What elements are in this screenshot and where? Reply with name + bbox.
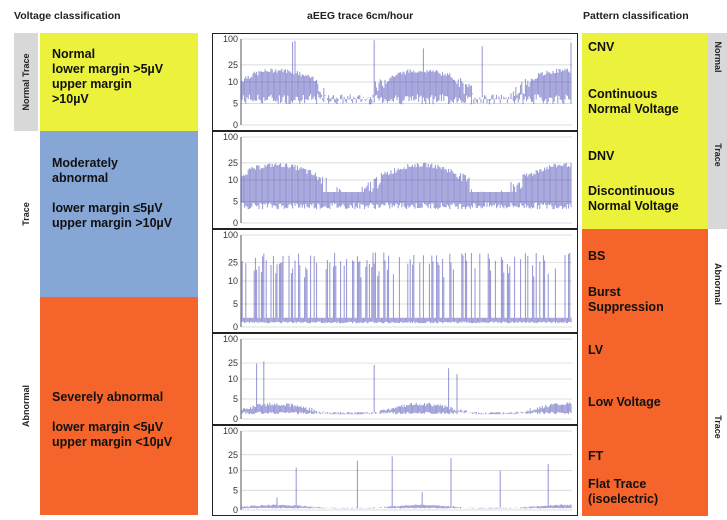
pattern-code: FT bbox=[588, 449, 604, 463]
pattern-ft: FT Flat Trace (isoelectric) bbox=[582, 425, 708, 516]
pattern-desc: Discontinuous Normal Voltage bbox=[588, 184, 679, 213]
aeeg-trace-dnv: 100 25 10 5 0 bbox=[223, 132, 572, 227]
y-tick-label: 25 bbox=[228, 258, 238, 268]
pattern-desc: Burst Suppression bbox=[588, 285, 664, 314]
aeeg-trace-bs: 100 25 10 5 0 bbox=[223, 230, 572, 331]
aeeg-trace-header: aEEG trace 6cm/hour bbox=[307, 10, 414, 22]
aeeg-trace-ft: 100 25 10 5 0 bbox=[223, 426, 572, 514]
pattern-code: LV bbox=[588, 343, 604, 357]
right-label-text: Abnormal bbox=[712, 262, 723, 306]
aeeg-panel-lv: 100 25 10 5 0 bbox=[212, 333, 578, 425]
y-tick-label: 5 bbox=[233, 99, 238, 109]
y-tick-label: 100 bbox=[223, 334, 238, 344]
y-tick-label: 10 bbox=[228, 175, 238, 185]
left-label-normal-trace: Normal Trace bbox=[14, 33, 38, 131]
y-tick-label: 10 bbox=[228, 374, 238, 384]
right-label-text: Trace bbox=[712, 143, 723, 167]
pattern-desc: Low Voltage bbox=[588, 395, 661, 409]
right-label-normal: Normal bbox=[708, 33, 727, 81]
aeeg-panel-ft: 100 25 10 5 0 bbox=[212, 425, 578, 516]
voltage-class-text: Moderately abnormal lower margin ≤5µV up… bbox=[52, 156, 173, 230]
pattern-code: BS bbox=[588, 249, 606, 263]
y-tick-label: 100 bbox=[223, 34, 238, 44]
pattern-desc: Flat Trace (isoelectric) bbox=[588, 477, 659, 506]
y-tick-label: 0 bbox=[233, 505, 238, 514]
y-tick-label: 25 bbox=[228, 60, 238, 70]
pattern-lv: LV Low Voltage bbox=[582, 333, 708, 425]
y-tick-label: 100 bbox=[223, 426, 238, 436]
pattern-classification-header: Pattern classification bbox=[583, 10, 689, 22]
trace-band bbox=[240, 162, 572, 210]
voltage-class-moderate: Moderately abnormal lower margin ≤5µV up… bbox=[40, 131, 198, 297]
voltage-class-text: Normal lower margin >5µV upper margin >1… bbox=[52, 47, 164, 106]
pattern-dnv: DNV Discontinuous Normal Voltage bbox=[582, 131, 708, 229]
trace-band bbox=[240, 252, 572, 324]
y-tick-label: 10 bbox=[228, 276, 238, 286]
y-tick-label: 10 bbox=[228, 466, 238, 476]
y-tick-label: 0 bbox=[233, 322, 238, 331]
aeeg-panel-cnv: 100 25 10 5 0 bbox=[212, 33, 578, 131]
aeeg-trace-cnv: 100 25 10 5 0 bbox=[223, 34, 572, 129]
right-label-text: Trace bbox=[712, 415, 723, 439]
y-tick-label: 5 bbox=[233, 394, 238, 404]
y-tick-label: 5 bbox=[233, 485, 238, 495]
pattern-bs: BS Burst Suppression bbox=[582, 229, 708, 333]
trace-band bbox=[240, 40, 572, 105]
y-tick-label: 25 bbox=[228, 358, 238, 368]
pattern-desc: Continuous Normal Voltage bbox=[588, 87, 679, 116]
y-tick-label: 25 bbox=[228, 450, 238, 460]
voltage-classification-header: Voltage classification bbox=[14, 10, 121, 22]
left-label-abnormal: Abnormal bbox=[14, 297, 38, 515]
trace-band bbox=[240, 456, 572, 509]
left-label-trace: Trace bbox=[14, 131, 38, 297]
trace-band bbox=[240, 361, 572, 415]
voltage-class-severe: Severely abnormal lower margin <5µV uppe… bbox=[40, 297, 198, 515]
y-tick-label: 100 bbox=[223, 230, 238, 240]
pattern-cnv: CNV Continuous Normal Voltage bbox=[582, 33, 708, 131]
y-tick-label: 5 bbox=[233, 197, 238, 207]
left-label-text: Normal Trace bbox=[21, 53, 31, 111]
y-tick-label: 5 bbox=[233, 299, 238, 309]
y-tick-label: 0 bbox=[233, 414, 238, 423]
right-label-trace-top: Trace bbox=[708, 81, 727, 229]
voltage-class-normal: Normal lower margin >5µV upper margin >1… bbox=[40, 33, 198, 131]
pattern-code: CNV bbox=[588, 40, 615, 54]
aeeg-trace-lv: 100 25 10 5 0 bbox=[223, 334, 572, 423]
left-label-text: Trace bbox=[21, 202, 31, 226]
y-tick-label: 100 bbox=[223, 132, 238, 142]
y-tick-label: 0 bbox=[233, 218, 238, 227]
voltage-class-text: Severely abnormal lower margin <5µV uppe… bbox=[52, 390, 173, 449]
y-tick-label: 10 bbox=[228, 77, 238, 87]
y-tick-label: 0 bbox=[233, 120, 238, 129]
right-label-abnormal: Abnormal bbox=[708, 229, 727, 339]
right-label-trace-bottom: Trace bbox=[708, 339, 727, 515]
pattern-code: DNV bbox=[588, 149, 615, 163]
aeeg-panel-dnv: 100 25 10 5 0 bbox=[212, 131, 578, 229]
right-label-text: Normal bbox=[712, 41, 723, 73]
left-label-text: Abnormal bbox=[21, 384, 31, 428]
y-tick-label: 25 bbox=[228, 158, 238, 168]
aeeg-panel-bs: 100 25 10 5 0 bbox=[212, 229, 578, 333]
